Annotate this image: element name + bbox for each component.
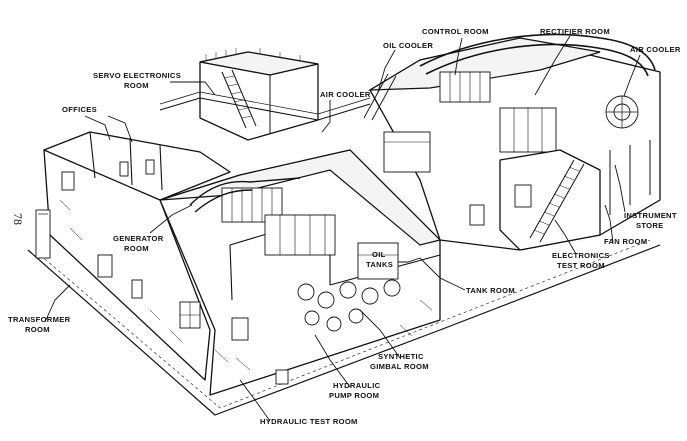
label-instrument-store-line1: INSTRUMENT [624,211,677,220]
label-synthetic-gimbal-line2: GIMBAL ROOM [370,362,429,371]
servo-stair [221,69,257,129]
label-electronics-test-line1: ELECTRONICS [552,251,610,260]
label-oil-tanks-line1: OIL [372,250,386,259]
label-oil-cooler: OIL COOLER [383,41,433,50]
left-wing [35,131,231,381]
label-tank-room: TANK ROOM [466,286,515,295]
label-servo-electronics-line2: ROOM [124,81,149,90]
generator-cabinets [221,187,336,256]
outside-stair [529,159,585,243]
label-transformer-room-line1: TRANSFORMER [8,315,71,324]
leader-lines [44,35,641,422]
hydraulic-pumps [297,279,401,332]
label-instrument-store-line2: STORE [636,221,664,230]
label-generator-room-line1: GENERATOR [113,234,164,243]
right-wing [363,33,661,251]
label-servo-electronics-line1: SERVO ELECTRONICS [93,71,181,80]
label-hydraulic-test-room: HYDRAULIC TEST ROOM [260,417,358,426]
label-generator-room-line2: ROOM [124,244,149,253]
air-cooler-fan [605,95,639,129]
room-labels: CONTROL ROOM RECTIFIER ROOM AIR COOLER O… [8,27,681,426]
central-hall [159,149,442,396]
label-hydraulic-pump-line2: PUMP ROOM [329,391,379,400]
oil-cooler-box [383,131,431,173]
label-offices: OFFICES [62,105,97,114]
label-transformer-room-line2: ROOM [25,325,50,334]
page-number: 78 [11,213,25,225]
label-air-cooler-mid: AIR COOLER [320,90,371,99]
label-synthetic-gimbal-line1: SYNTHETIC [378,352,424,361]
label-control-room: CONTROL ROOM [422,27,489,36]
label-electronics-test-line2: TEST ROOM [557,261,605,270]
building-illustration [27,33,661,416]
control-consoles [439,71,491,103]
label-oil-tanks-line2: TANKS [366,260,393,269]
servo-tower [159,48,371,141]
label-air-cooler-right: AIR COOLER [630,45,681,54]
rectifier-cabinets [499,107,557,153]
label-rectifier-room: RECTIFIER ROOM [540,27,610,36]
label-fan-room: FAN ROOM [604,237,647,246]
foundation-outline [27,239,661,416]
oil-tanks [357,242,399,280]
label-hydraulic-pump-line1: HYDRAULIC [333,381,381,390]
